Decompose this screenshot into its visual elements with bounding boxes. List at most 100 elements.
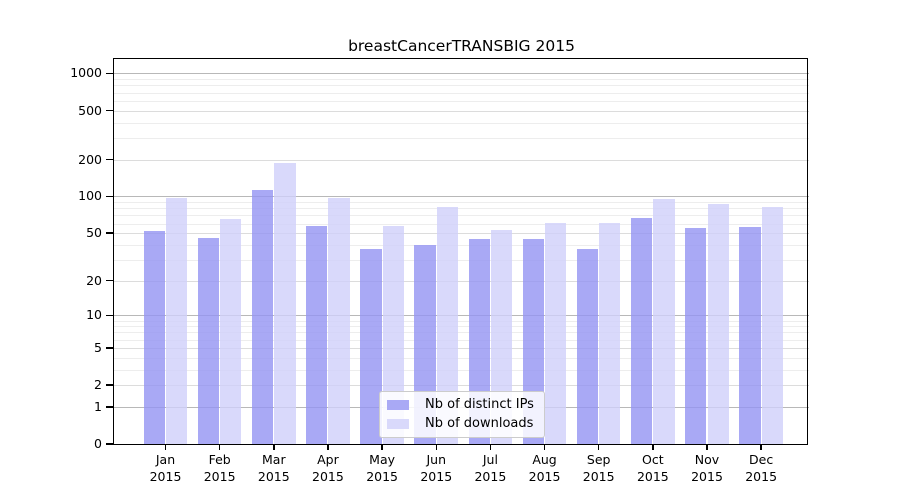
- legend-item-downloads: Nb of downloads: [387, 417, 534, 431]
- y-tick-label: 5: [94, 339, 102, 355]
- bar-apr-downloads: [328, 198, 350, 444]
- y-tick: [106, 72, 113, 75]
- y-tick-label: 1000: [70, 65, 102, 81]
- x-tick-label-sep: Sep 2015: [582, 452, 615, 484]
- x-tick-label-jul: Jul 2015: [474, 452, 507, 484]
- x-tick: [327, 444, 329, 450]
- x-tick-label-may: May 2015: [366, 452, 398, 484]
- y-tick-label: 500: [78, 102, 102, 118]
- x-tick-label-apr: Apr 2015: [312, 452, 344, 484]
- bar-jan-distinct-ips: [143, 231, 165, 444]
- minor-gridline: [114, 215, 809, 217]
- bar-oct-downloads: [653, 199, 675, 444]
- minor-gridline: [114, 357, 809, 359]
- x-tick: [760, 444, 762, 450]
- bar-aug-downloads: [545, 222, 567, 444]
- chart-title: breastCancerTRANSBIG 2015: [348, 37, 575, 55]
- minor-gridline: [114, 122, 809, 124]
- minor-gridline: [114, 92, 809, 94]
- y-tick: [106, 406, 113, 408]
- minor-gridline: [114, 100, 809, 102]
- bar-apr-distinct-ips: [306, 226, 328, 444]
- minor-gridline: [114, 339, 809, 341]
- y-tick-label: 20: [86, 272, 102, 288]
- gridline-200: [114, 159, 809, 161]
- y-tick-label: 1: [94, 398, 102, 414]
- gridline-1000: [114, 73, 809, 75]
- bar-jan-downloads: [166, 197, 188, 444]
- minor-gridline: [114, 208, 809, 210]
- legend-label-downloads: Nb of downloads: [425, 416, 534, 431]
- y-tick-label: 10: [86, 307, 102, 323]
- x-tick: [381, 444, 383, 450]
- bar-dec-downloads: [761, 207, 783, 444]
- x-tick-label-nov: Nov 2015: [691, 452, 723, 484]
- x-tick: [489, 444, 492, 450]
- minor-gridline: [114, 85, 809, 87]
- legend-label-distinct-ips: Nb of distinct IPs: [425, 397, 534, 412]
- gridline-100: [114, 196, 809, 198]
- x-tick: [218, 444, 221, 450]
- minor-gridline: [114, 244, 809, 246]
- bar-nov-downloads: [707, 203, 729, 444]
- y-tick: [106, 195, 113, 198]
- bar-feb-distinct-ips: [197, 237, 220, 444]
- minor-gridline: [114, 202, 809, 204]
- bar-mar-downloads: [274, 163, 296, 444]
- bar-may-downloads: [382, 226, 404, 444]
- minor-gridline: [114, 137, 809, 139]
- minor-gridline: [114, 320, 809, 322]
- bar-may-distinct-ips: [360, 248, 382, 444]
- y-tick-label: 100: [78, 188, 102, 204]
- y-tick-label: 2: [94, 377, 102, 393]
- y-tick-label: 200: [78, 151, 102, 167]
- gridline-10: [114, 315, 809, 317]
- bar-sep-downloads: [599, 222, 621, 444]
- bar-oct-distinct-ips: [631, 218, 653, 444]
- minor-gridline: [114, 332, 809, 334]
- y-tick: [106, 232, 113, 234]
- gridline-500: [114, 110, 809, 112]
- x-tick-label-jun: Jun 2015: [420, 452, 453, 484]
- gridline-5: [114, 347, 809, 349]
- gridline-20: [114, 280, 809, 282]
- y-tick-label: 50: [86, 225, 102, 241]
- x-tick: [164, 444, 167, 450]
- y-tick: [106, 384, 113, 386]
- bar-jun-downloads: [436, 207, 459, 444]
- bar-mar-distinct-ips: [252, 189, 274, 444]
- bar-dec-distinct-ips: [739, 227, 761, 444]
- y-tick: [106, 443, 113, 445]
- minor-gridline: [114, 326, 809, 328]
- x-tick: [597, 444, 600, 450]
- bar-feb-downloads: [220, 219, 242, 444]
- x-tick-label-aug: Aug 2015: [528, 452, 561, 484]
- y-tick: [106, 279, 113, 282]
- minor-gridline: [114, 79, 809, 81]
- x-tick-label-dec: Dec 2015: [745, 452, 778, 484]
- bar-nov-distinct-ips: [685, 228, 707, 444]
- x-tick-label-feb: Feb 2015: [203, 452, 236, 484]
- legend-swatch-distinct-ips: [387, 399, 409, 411]
- bar-jul-downloads: [490, 230, 513, 444]
- legend: Nb of distinct IPs Nb of downloads: [379, 391, 545, 438]
- legend-swatch-downloads: [387, 418, 409, 430]
- y-tick-label: 0: [94, 436, 102, 451]
- gridline-2: [114, 385, 809, 387]
- x-tick: [706, 444, 708, 450]
- minor-gridline: [114, 259, 809, 261]
- y-tick: [106, 109, 113, 112]
- minor-gridline: [114, 369, 809, 371]
- bar-sep-distinct-ips: [576, 248, 599, 444]
- gridline-50: [114, 233, 809, 235]
- x-tick-label-jan: Jan 2015: [149, 452, 182, 484]
- x-tick: [435, 444, 437, 450]
- x-tick: [273, 444, 275, 450]
- y-tick: [106, 314, 113, 317]
- x-tick-label-oct: Oct 2015: [636, 452, 669, 484]
- legend-item-distinct-ips: Nb of distinct IPs: [387, 398, 534, 412]
- x-tick: [543, 444, 546, 450]
- y-tick: [106, 158, 113, 161]
- x-tick-label-mar: Mar 2015: [257, 452, 290, 484]
